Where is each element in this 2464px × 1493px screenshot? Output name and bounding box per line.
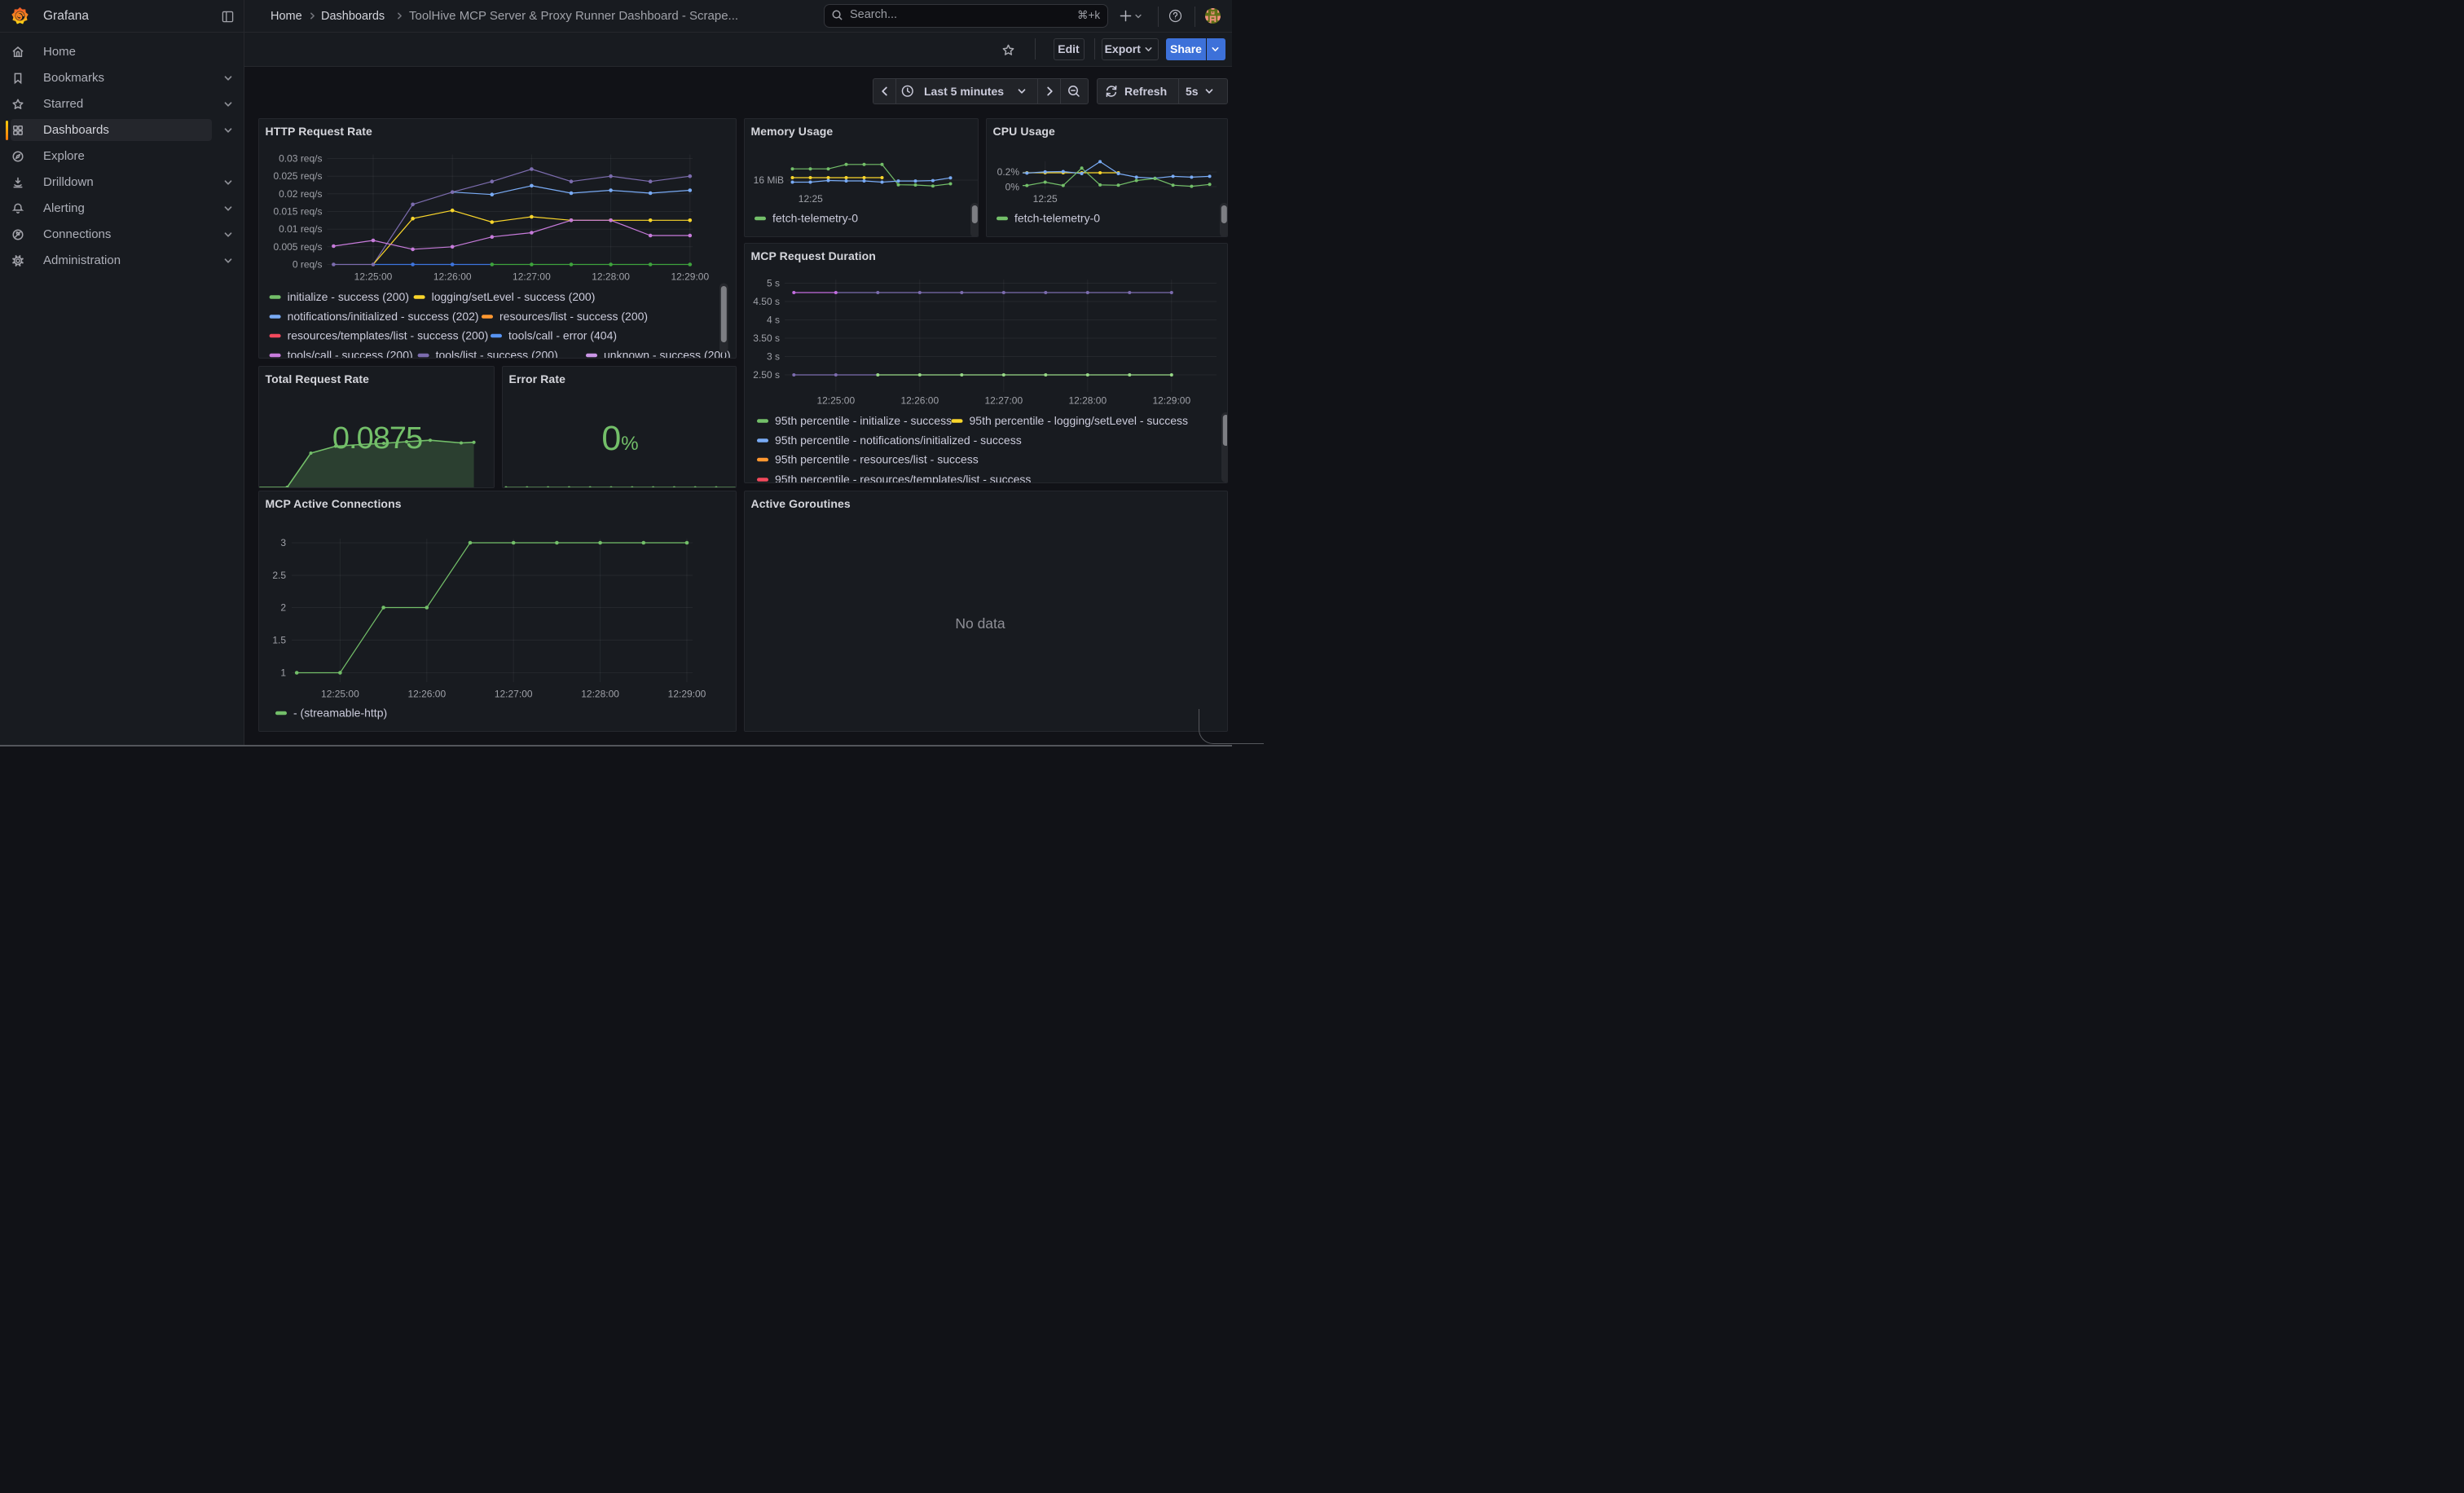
svg-text:12:27:00: 12:27:00 (984, 394, 1023, 406)
svg-text:resources/list - success (200): resources/list - success (200) (499, 310, 648, 323)
svg-text:12:29:00: 12:29:00 (671, 271, 709, 282)
svg-text:fetch-telemetry-0: fetch-telemetry-0 (772, 211, 858, 224)
svg-text:notifications/initialized - su: notifications/initialized - success (202… (288, 310, 479, 323)
svg-text:12:29:00: 12:29:00 (1152, 394, 1190, 406)
svg-text:1.5: 1.5 (272, 635, 286, 646)
svg-text:12:29:00: 12:29:00 (668, 689, 706, 700)
svg-text:95th percentile - notification: 95th percentile - notifications/initiali… (775, 434, 1022, 447)
svg-text:12:25:00: 12:25:00 (816, 394, 855, 406)
svg-text:3.50 s: 3.50 s (753, 333, 780, 344)
svg-text:0 req/s: 0 req/s (293, 258, 323, 270)
svg-text:logging/setLevel - success (20: logging/setLevel - success (200) (432, 290, 596, 303)
svg-text:unknown - success (200): unknown - success (200) (604, 348, 731, 359)
svg-text:3: 3 (280, 537, 286, 548)
svg-text:3 s: 3 s (767, 350, 780, 362)
svg-text:12:28:00: 12:28:00 (581, 689, 619, 700)
svg-text:4 s: 4 s (767, 314, 780, 325)
svg-text:0.2%: 0.2% (997, 166, 1020, 178)
svg-text:2.5: 2.5 (272, 570, 286, 581)
svg-text:0.01 req/s: 0.01 req/s (279, 223, 322, 235)
svg-text:tools/call - error (404): tools/call - error (404) (508, 328, 617, 341)
svg-text:12:25:00: 12:25:00 (354, 271, 393, 282)
svg-text:95th percentile - initialize -: 95th percentile - initialize - success (775, 414, 952, 427)
svg-text:5 s: 5 s (767, 277, 780, 288)
svg-text:12:25: 12:25 (799, 193, 823, 205)
svg-text:0%: 0% (1005, 181, 1020, 192)
svg-text:1: 1 (280, 667, 286, 679)
svg-text:fetch-telemetry-0: fetch-telemetry-0 (1014, 211, 1100, 224)
svg-text:12:26:00: 12:26:00 (407, 689, 446, 700)
svg-text:12:27:00: 12:27:00 (513, 271, 551, 282)
svg-text:- (streamable-http): - (streamable-http) (293, 707, 387, 720)
svg-text:0.015 req/s: 0.015 req/s (273, 205, 322, 217)
svg-text:tools/list - success (200): tools/list - success (200) (436, 348, 558, 359)
svg-text:12:26:00: 12:26:00 (900, 394, 939, 406)
svg-text:95th percentile - logging/setL: 95th percentile - logging/setLevel - suc… (970, 414, 1188, 427)
svg-text:0.025 req/s: 0.025 req/s (273, 170, 322, 182)
svg-text:16 MiB: 16 MiB (754, 174, 784, 186)
svg-text:12:25: 12:25 (1033, 193, 1058, 205)
svg-text:0.02 req/s: 0.02 req/s (279, 187, 322, 199)
svg-text:4.50 s: 4.50 s (753, 296, 780, 307)
svg-text:0.03 req/s: 0.03 req/s (279, 152, 322, 164)
svg-text:2: 2 (280, 602, 286, 614)
svg-text:2.50 s: 2.50 s (753, 369, 780, 381)
svg-text:0.005 req/s: 0.005 req/s (273, 240, 322, 252)
svg-text:12:28:00: 12:28:00 (592, 271, 630, 282)
svg-text:95th percentile - resources/te: 95th percentile - resources/templates/li… (775, 473, 1031, 483)
svg-text:12:28:00: 12:28:00 (1068, 394, 1107, 406)
svg-text:resources/templates/list - suc: resources/templates/list - success (200) (288, 328, 489, 341)
svg-text:tools/call - success (200): tools/call - success (200) (288, 348, 413, 359)
svg-text:initialize - success (200): initialize - success (200) (288, 290, 409, 303)
svg-text:12:26:00: 12:26:00 (433, 271, 472, 282)
svg-text:95th percentile - resources/li: 95th percentile - resources/list - succe… (775, 452, 979, 465)
svg-text:12:27:00: 12:27:00 (495, 689, 533, 700)
svg-text:12:25:00: 12:25:00 (321, 689, 359, 700)
